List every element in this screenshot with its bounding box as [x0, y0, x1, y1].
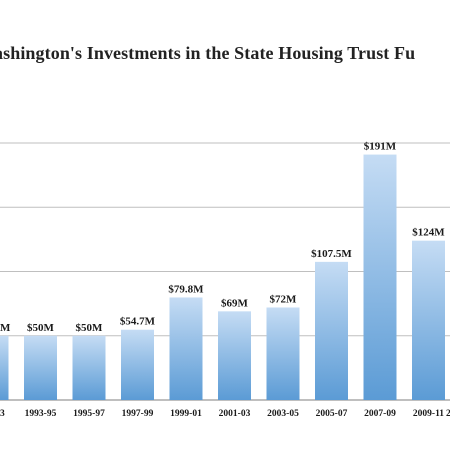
x-tick-label-1993-95: 1993-95: [25, 409, 57, 419]
data-label-2003-05: $72M: [270, 293, 298, 305]
x-tick-labels: 3 1993-95 1995-97 1997-99 1999-01 2001-03 2003…: [0, 409, 450, 419]
data-label-1997-99: $54.7M: [120, 316, 156, 328]
data-label-2007-09: $191M: [364, 141, 397, 153]
bar-1995-97: [72, 335, 106, 400]
x-tick-label-2005-07: 2005-07: [316, 409, 348, 419]
bar-2001-03: [218, 311, 251, 400]
bar-2005-07: [315, 261, 348, 400]
chart-title: ashington's Investments in the State Hou…: [0, 43, 416, 63]
x-tick-label-2001-03: 2001-03: [219, 409, 251, 419]
bar-2009-11: [412, 240, 445, 400]
bar-1993-95: [24, 335, 57, 400]
data-label-1993-95: $50M: [27, 322, 55, 334]
bars: [0, 154, 445, 400]
data-label-2009-11: $124M: [412, 227, 445, 239]
x-tick-label-2003-05: 2003-05: [267, 409, 299, 419]
x-tick-label-1999-01: 1999-01: [170, 409, 202, 419]
bar-2003-05: [266, 307, 300, 400]
data-label-2001-03: $69M: [221, 297, 249, 309]
data-label-1995-97: $50M: [76, 322, 104, 334]
bar-2007-09: [363, 154, 397, 400]
bar-1997-99: [121, 329, 154, 400]
data-labels: M $50M $50M $54.7M $79.8M $69M $72M $107.5M $191…: [0, 141, 445, 334]
bar-1999-01: [169, 297, 203, 400]
x-tick-label-1997-99: 1997-99: [122, 409, 154, 419]
data-label-1999-01: $79.8M: [168, 283, 204, 295]
x-tick-label-1991-93: 3: [0, 409, 5, 419]
x-tick-label-2007-09: 2007-09: [364, 409, 396, 419]
data-label-1991-93: M: [0, 322, 11, 334]
data-label-2005-07: $107.5M: [311, 248, 352, 260]
x-tick-label-2011-13: 2: [446, 409, 450, 419]
bar-1991-93: [0, 335, 9, 400]
x-tick-label-2009-11: 2009-11: [413, 409, 444, 419]
x-tick-label-1995-97: 1995-97: [73, 409, 105, 419]
